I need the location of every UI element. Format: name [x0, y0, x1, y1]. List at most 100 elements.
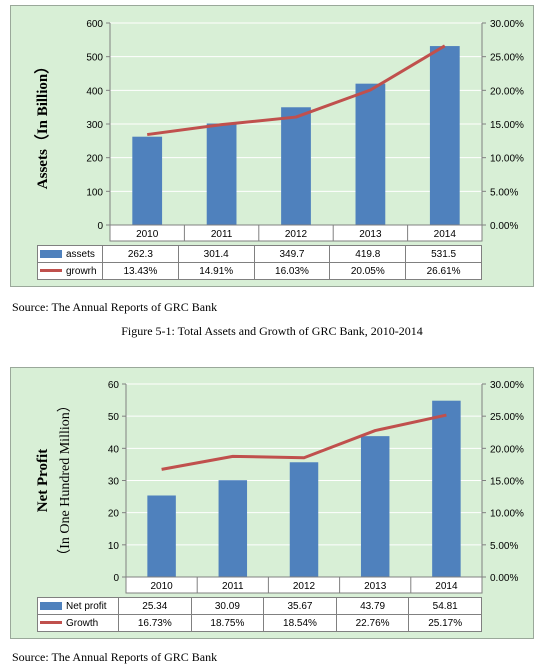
chart-net-profit: 60 50 40 30 20 10 0 30.00% 25.00% 20.00% 15.00% 10.… [10, 367, 534, 639]
legend-label-net-profit: Net profit [66, 600, 107, 612]
y2-tick-label: 20.00% [490, 86, 524, 97]
y-tick-label: 0 [97, 221, 103, 232]
chart-net-profit-svg: 605040302010030.00%25.00%20.00%15.00%10.… [35, 380, 524, 594]
bar [432, 400, 461, 577]
bar [132, 136, 163, 225]
table-row-growth: growrh 13.43% 14.91% 16.03% 20.05% 26.61… [37, 262, 482, 280]
y-tick-label: 500 [86, 53, 103, 64]
legend-growrh: growrh [37, 262, 103, 280]
y-tick-label: 600 [86, 19, 103, 30]
chart-assets: 600 500 400 300 200 100 0 30.00% 25.00% 20.00% 15.… [10, 5, 534, 287]
legend-label-growrh: growrh [66, 265, 97, 277]
bar [429, 46, 460, 225]
legend-label-assets: assets [66, 248, 95, 260]
data-table-assets: assets 262.3 301.4 349.7 419.8 531.5 gro… [37, 245, 482, 280]
y2-tick-label: 10.00% [490, 154, 524, 165]
table-cell: 25.17% [408, 614, 482, 632]
y2-tick-label: 0.00% [490, 573, 518, 584]
figure-caption-1: Figure 5-1: Total Assets and Growth of G… [121, 324, 423, 338]
bar [360, 436, 390, 577]
y-tick-label: 300 [86, 120, 103, 131]
x-tick-label: 2013 [364, 581, 387, 592]
category-row [109, 224, 483, 242]
legend-assets: assets [37, 245, 103, 263]
y2-tick-label: 15.00% [490, 120, 524, 131]
y2-tick-label: 5.00% [490, 541, 518, 552]
y-tick-label: 100 [86, 187, 103, 198]
category-row [125, 576, 483, 594]
source-caption-2: Source: The Annual Reports of GRC Bank [12, 650, 218, 664]
x-tick-label: 2012 [285, 229, 308, 240]
legend-line-swatch [40, 621, 62, 625]
table-cell: 20.05% [329, 262, 407, 280]
data-table-net-profit: Net profit 25.34 30.09 35.67 43.79 54.81… [37, 597, 482, 632]
table-cell: 43.79 [335, 597, 410, 615]
bar [289, 462, 319, 577]
table-cell: 16.03% [253, 262, 331, 280]
legend-line-swatch [40, 269, 62, 273]
y2-tick-label: 30.00% [490, 19, 524, 30]
y2-tick-label: 10.00% [490, 509, 524, 520]
table-cell: 54.81 [408, 597, 482, 615]
bar [355, 83, 386, 226]
y-tick-label: 400 [86, 86, 103, 97]
y2-tick-label: 30.00% [490, 380, 524, 391]
growth-line [147, 44, 446, 137]
table-row-assets: assets 262.3 301.4 349.7 419.8 531.5 [37, 245, 482, 263]
bar [206, 123, 237, 225]
table-cell: 349.7 [253, 245, 331, 263]
x-tick-label: 2011 [222, 581, 244, 592]
x-tick-label: 2010 [150, 581, 173, 592]
table-cell: 13.43% [102, 262, 179, 280]
table-cell: 419.8 [329, 245, 407, 263]
y-tick-label: 40 [108, 444, 120, 455]
legend-net-profit: Net profit [37, 597, 119, 615]
table-cell: 18.75% [190, 614, 265, 632]
table-cell: 35.67 [263, 597, 337, 615]
x-tick-label: 2010 [136, 229, 159, 240]
legend-bar-swatch [40, 249, 62, 258]
y2-tick-label: 25.00% [490, 53, 524, 64]
x-tick-label: 2012 [293, 581, 316, 592]
y-axis-subtitle: （In One Hundred Million） [57, 398, 73, 562]
y-tick-label: 50 [108, 412, 120, 423]
bar [218, 480, 248, 577]
y2-tick-label: 15.00% [490, 477, 524, 488]
y2-tick-label: 25.00% [490, 412, 524, 423]
y-tick-label: 20 [108, 509, 120, 520]
table-cell: 30.09 [190, 597, 265, 615]
y2-tick-label: 20.00% [490, 444, 524, 455]
table-cell: 22.76% [335, 614, 410, 632]
legend-bar-swatch [40, 601, 62, 610]
table-cell: 531.5 [405, 245, 482, 263]
y2-tick-label: 0.00% [490, 221, 518, 232]
y-tick-label: 200 [86, 154, 103, 165]
y-tick-label: 60 [108, 380, 120, 391]
y-tick-label: 0 [113, 573, 119, 584]
legend-label-growth: Growth [66, 617, 99, 629]
bar [281, 107, 311, 225]
table-cell: 18.54% [263, 614, 337, 632]
y-tick-label: 30 [108, 477, 120, 488]
legend-growth: Growth [37, 614, 119, 632]
table-cell: 14.91% [177, 262, 255, 280]
chart-assets-svg: 600 500 400 300 200 100 0 30.00% 25.00% 20.00% 15.… [33, 19, 524, 242]
y-axis-title: Assets（In Billion） [33, 59, 51, 189]
table-cell: 25.34 [118, 597, 192, 615]
table-row-growth: Growth 16.73% 18.75% 18.54% 22.76% 25.17… [37, 614, 482, 632]
y-axis-title: Net Profit [35, 449, 51, 512]
growth-line [161, 413, 447, 471]
table-cell: 16.73% [118, 614, 192, 632]
x-tick-label: 2011 [211, 229, 233, 240]
y2-tick-label: 5.00% [490, 187, 518, 198]
table-row-net-profit: Net profit 25.34 30.09 35.67 43.79 54.81 [37, 597, 482, 615]
table-cell: 262.3 [102, 245, 179, 263]
bar [147, 495, 176, 577]
table-cell: 26.61% [405, 262, 482, 280]
y-tick-label: 10 [108, 541, 120, 552]
x-tick-label: 2014 [435, 581, 458, 592]
x-tick-label: 2013 [359, 229, 382, 240]
x-tick-label: 2014 [434, 229, 457, 240]
source-caption-1: Source: The Annual Reports of GRC Bank [12, 300, 218, 314]
table-cell: 301.4 [177, 245, 255, 263]
